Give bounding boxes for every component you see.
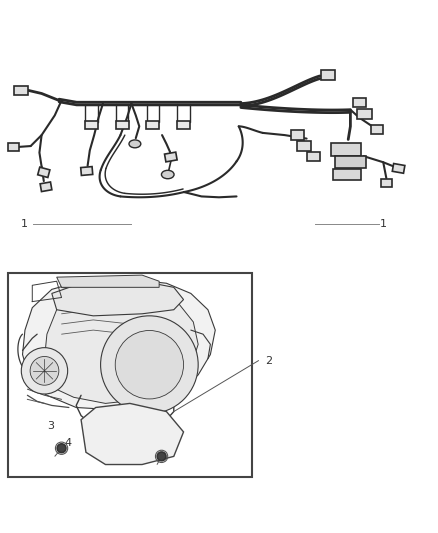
Circle shape xyxy=(21,348,67,394)
Bar xyxy=(333,169,361,180)
Bar xyxy=(165,152,177,162)
Circle shape xyxy=(57,444,66,453)
Bar xyxy=(40,182,52,191)
Polygon shape xyxy=(22,279,215,409)
Ellipse shape xyxy=(129,140,141,148)
Bar xyxy=(81,167,93,175)
Bar xyxy=(392,164,405,173)
Text: 5: 5 xyxy=(165,445,172,455)
Text: 3: 3 xyxy=(47,422,54,431)
Bar xyxy=(7,143,18,151)
Bar xyxy=(335,156,366,168)
Polygon shape xyxy=(57,275,159,287)
Ellipse shape xyxy=(115,330,184,399)
Polygon shape xyxy=(52,281,184,316)
Polygon shape xyxy=(81,403,184,465)
Circle shape xyxy=(157,452,166,461)
Bar xyxy=(291,130,304,140)
Bar xyxy=(297,141,311,151)
Text: 2: 2 xyxy=(265,356,272,366)
Text: 4: 4 xyxy=(64,438,71,448)
Bar xyxy=(8,273,252,477)
Bar xyxy=(357,109,372,119)
Circle shape xyxy=(30,357,59,385)
Ellipse shape xyxy=(101,316,198,414)
Polygon shape xyxy=(45,287,198,403)
Bar xyxy=(353,98,366,107)
Ellipse shape xyxy=(162,171,174,179)
Bar xyxy=(116,120,129,128)
Bar xyxy=(85,120,98,128)
Text: 1: 1 xyxy=(380,219,387,229)
Bar xyxy=(307,152,320,160)
Bar xyxy=(381,179,392,187)
Bar xyxy=(14,86,28,95)
Text: 1: 1 xyxy=(21,219,28,229)
Bar xyxy=(38,167,50,177)
Bar xyxy=(371,125,383,134)
Bar xyxy=(321,70,335,80)
Bar xyxy=(331,142,361,156)
Bar xyxy=(177,120,190,128)
Bar xyxy=(146,120,159,128)
